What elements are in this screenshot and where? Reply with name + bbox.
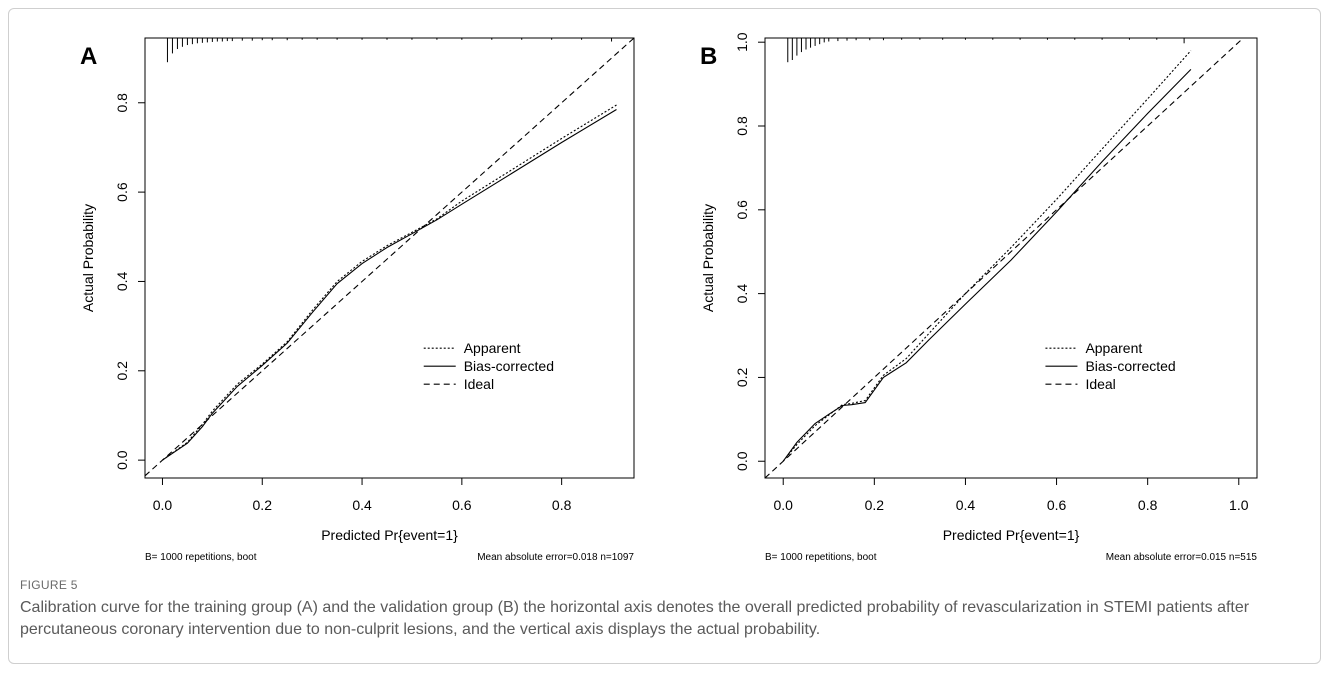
x-tick-label: 1.0: [1229, 497, 1249, 513]
figure-label: FIGURE 5: [20, 578, 78, 592]
x-tick-label: 0.4: [956, 497, 976, 513]
legend-entry: Ideal: [464, 376, 494, 392]
y-tick-label: 0.6: [734, 200, 750, 220]
figure-caption: Calibration curve for the training group…: [20, 599, 1250, 638]
panel-label: B: [700, 43, 717, 70]
y-axis-label: Actual Probability: [80, 204, 96, 312]
series-line-bias-corrected: [162, 109, 617, 461]
y-tick-label: 0.8: [734, 116, 750, 136]
series-line-apparent: [782, 50, 1192, 462]
series-line-ideal: [764, 37, 1244, 479]
footnote-error: Mean absolute error=0.018 n=1097: [477, 552, 634, 563]
legend-entry: Apparent: [464, 340, 521, 356]
y-tick-label: 0.6: [114, 182, 130, 202]
x-tick-label: 0.2: [865, 497, 885, 513]
plot-frame: [764, 37, 1258, 479]
x-tick-label: 0.6: [452, 497, 472, 513]
x-tick-label: 0.0: [153, 497, 173, 513]
series-line-ideal: [144, 37, 635, 477]
series-line-apparent: [162, 104, 617, 461]
y-tick-label: 0.2: [734, 367, 750, 387]
y-tick-label: 1.0: [734, 32, 750, 52]
x-tick-label: 0.4: [352, 497, 372, 513]
plot-area-b: 0.0 0.2 0.4 0.6 0.8 1.0 0.0 0.2 0.4 0.6 0.8 1.0 Pred…: [700, 32, 1258, 563]
x-tick-label: 0.6: [1047, 497, 1067, 513]
plot-area-a: 0.0 0.2 0.4 0.6 0.8 0.0 0.2 0.4 0.6 0.8 Predicted …: [80, 37, 635, 563]
x-axis-label: Predicted Pr{event=1}: [321, 527, 458, 543]
y-tick-label: 0.0: [734, 451, 750, 471]
calibration-figure: A 0.0 0.2 0.4 0.6 0.8 0.0 0.2 0.4 0.6 0.8 Predicte…: [80, 32, 1258, 563]
y-axis-label: Actual Probability: [700, 204, 716, 312]
legend-entry: Bias-corrected: [464, 358, 554, 374]
y-tick-label: 0.8: [114, 93, 130, 113]
y-tick-label: 0.4: [734, 284, 750, 304]
legend-entry: Bias-corrected: [1085, 358, 1175, 374]
y-tick-label: 0.0: [114, 450, 130, 470]
legend-entry: Ideal: [1085, 376, 1115, 392]
x-tick-label: 0.0: [773, 497, 793, 513]
y-tick-label: 0.2: [114, 361, 130, 381]
legend-entry: Apparent: [1085, 340, 1142, 356]
series-line-bias-corrected: [782, 69, 1192, 462]
x-axis-label: Predicted Pr{event=1}: [943, 527, 1080, 543]
footnote-repetitions: B= 1000 repetitions, boot: [765, 552, 877, 563]
footnote-repetitions: B= 1000 repetitions, boot: [145, 552, 257, 563]
x-tick-label: 0.2: [253, 497, 273, 513]
y-tick-label: 0.4: [114, 272, 130, 292]
x-tick-label: 0.8: [552, 497, 572, 513]
figure-frame: [8, 8, 1321, 664]
plot-frame: [144, 37, 635, 479]
panel-label: A: [80, 43, 97, 70]
panel-a: A 0.0 0.2 0.4 0.6 0.8 0.0 0.2 0.4 0.6 0.8 Predicte…: [80, 37, 635, 563]
x-tick-label: 0.8: [1138, 497, 1158, 513]
panel-b: B 0.0 0.2 0.4 0.6 0.8 1.0 0.0 0.2 0.4 0.6 0.8 1.0 Pr…: [700, 32, 1258, 563]
footnote-error: Mean absolute error=0.015 n=515: [1106, 552, 1258, 563]
